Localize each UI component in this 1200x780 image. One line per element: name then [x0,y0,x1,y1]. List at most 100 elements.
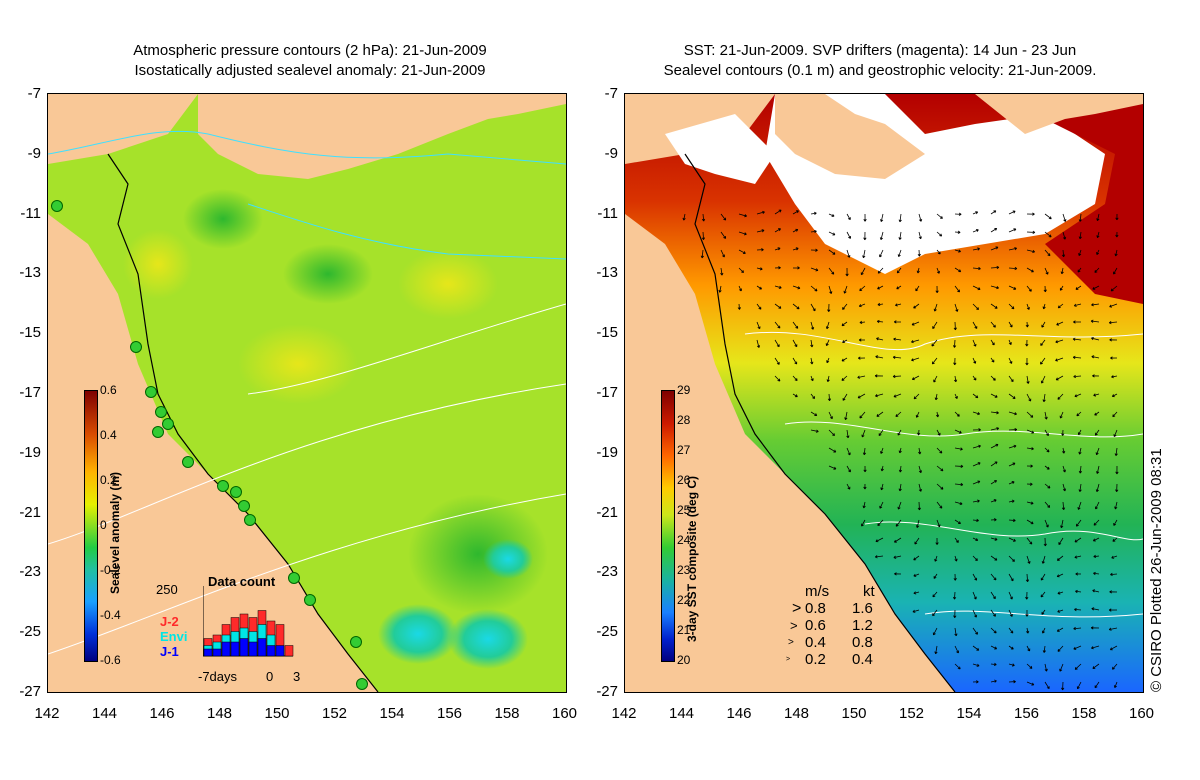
left-title-line1: Atmospheric pressure contours (2 hPa): 2… [133,42,487,59]
velocity-arrow-286 [972,444,981,449]
right-lat-tick-7: -21 [596,503,618,521]
velocity-arrow-353 [1044,519,1049,528]
velocity-arrow-293 [1095,447,1100,456]
velocity-arrow-134 [1008,303,1015,310]
velocity-arrow-182 [1109,338,1118,342]
velocity-arrow-275 [1077,429,1082,436]
left-lat-tick-4: -15 [19,324,41,342]
velocity-arrow-393 [1025,573,1030,583]
velocity-arrow-406 [1040,591,1046,598]
velocity-arrow-76 [774,266,781,270]
velocity-arrow-303 [972,462,981,467]
velocity-arrow-249 [935,411,940,418]
velocity-arrow-420 [1074,607,1082,612]
velocity-arrow-117 [1092,285,1100,290]
velocity-arrow-259 [1112,411,1118,418]
velocity-arrow-456 [990,679,997,683]
velocity-legend-kt-1: 1.2 [852,617,873,634]
velocity-arrow-14 [936,213,943,219]
velocity-arrow-80 [845,267,849,277]
velocity-arrow-242 [810,411,818,416]
velocity-arrow-203 [774,375,781,382]
velocity-arrow-69 [1061,249,1066,258]
velocity-arrow-33 [846,231,852,239]
velocity-arrow-204 [792,375,798,382]
velocity-arrow-202 [1110,356,1118,360]
velocity-arrow-349 [972,518,979,523]
velocity-legend-kt-0: 1.6 [852,600,873,617]
velocity-arrow-294 [1114,447,1118,456]
velocity-arrow-413 [953,609,957,619]
velocity-arrow-198 [1040,357,1046,365]
velocity-arrow-114 [1043,285,1047,293]
velocity-arrow-290 [1044,447,1050,453]
velocity-arrow-45 [1062,231,1067,240]
velocity-arrow-271 [1008,428,1018,432]
velocity-arrow-333 [954,501,963,506]
left-lon-tick-1: 144 [91,705,118,722]
velocity-arrow-228 [875,393,884,398]
velocity-arrow-92 [1060,267,1064,275]
velocity-arrow-345 [895,519,902,527]
png-land [198,94,566,179]
right-title-line2: Sealevel contours (0.1 m) and geostrophi… [663,62,1097,79]
velocity-arrow-226 [842,393,848,401]
velocity-arrow-207 [841,375,848,381]
velocity-arrow-99 [774,285,782,289]
velocity-arrow-260 [810,429,819,433]
velocity-arrow-55 [810,248,818,252]
velocity-arrow-347 [936,519,941,528]
velocity-arrow-12 [898,213,902,223]
velocity-arrow-288 [1008,444,1017,449]
velocity-arrow-397 [1093,571,1100,576]
velocity-arrow-350 [990,518,997,522]
velocity-arrow-323 [1044,483,1051,489]
right-lat-tick-6: -19 [596,443,618,461]
velocity-arrow-282 [898,447,902,454]
velocity-arrow-231 [934,393,938,401]
velocity-arrow-315 [898,483,902,492]
velocity-arrow-189 [875,355,884,359]
velocity-arrow-155 [1008,321,1013,328]
velocity-arrow-157 [1041,321,1046,328]
velocity-arrow-454 [1111,663,1118,670]
velocity-arrow-364 [990,537,998,541]
velocity-arrow-287 [990,443,999,449]
velocity-arrow-100 [792,285,801,290]
velocity-arrow-430 [1056,627,1064,632]
velocity-arrow-127 [877,302,884,307]
velocity-arrow-36 [898,231,902,240]
velocity-arrow-153 [972,321,978,329]
velocity-arrow-16 [972,211,979,215]
velocity-arrow-366 [1026,537,1033,545]
velocity-arrow-239 [1074,393,1082,398]
left-lat-tick-6: -19 [19,443,41,461]
velocity-arrow-22 [1078,213,1082,222]
velocity-arrow-91 [1044,267,1049,275]
velocity-arrow-9 [846,213,851,221]
velocity-arrow-273 [1044,429,1049,437]
left-lat-tick-5: -17 [19,384,41,401]
velocity-arrow-243 [828,411,833,420]
velocity-arrow-140 [1109,303,1118,308]
velocity-arrow-158 [1056,321,1064,326]
sst-colorbar-tick-0: 29 [677,383,691,397]
sealevel-anomaly-canvas [48,94,566,692]
velocity-arrow-247 [895,411,902,417]
velocity-arrow-141 [756,321,761,330]
velocity-arrow-437 [990,645,998,650]
data-count-bar-j1-0 [203,648,213,657]
velocity-arrow-201 [1091,355,1100,359]
velocity-arrow-369 [1074,537,1082,543]
velocity-arrow-111 [990,285,999,290]
velocity-arrow-138 [1073,303,1082,307]
velocity-arrow-116 [1075,285,1082,290]
velocity-arrow-348 [954,519,961,525]
velocity-legend-arrow-0: > [792,600,802,617]
velocity-arrow-438 [1008,645,1014,650]
velocity-arrow-379 [1008,555,1015,562]
velocity-arrow-313 [863,483,867,490]
velocity-arrow-324 [1062,483,1067,492]
velocity-arrow-462 [1094,681,1100,689]
velocity-arrow-195 [990,357,995,363]
